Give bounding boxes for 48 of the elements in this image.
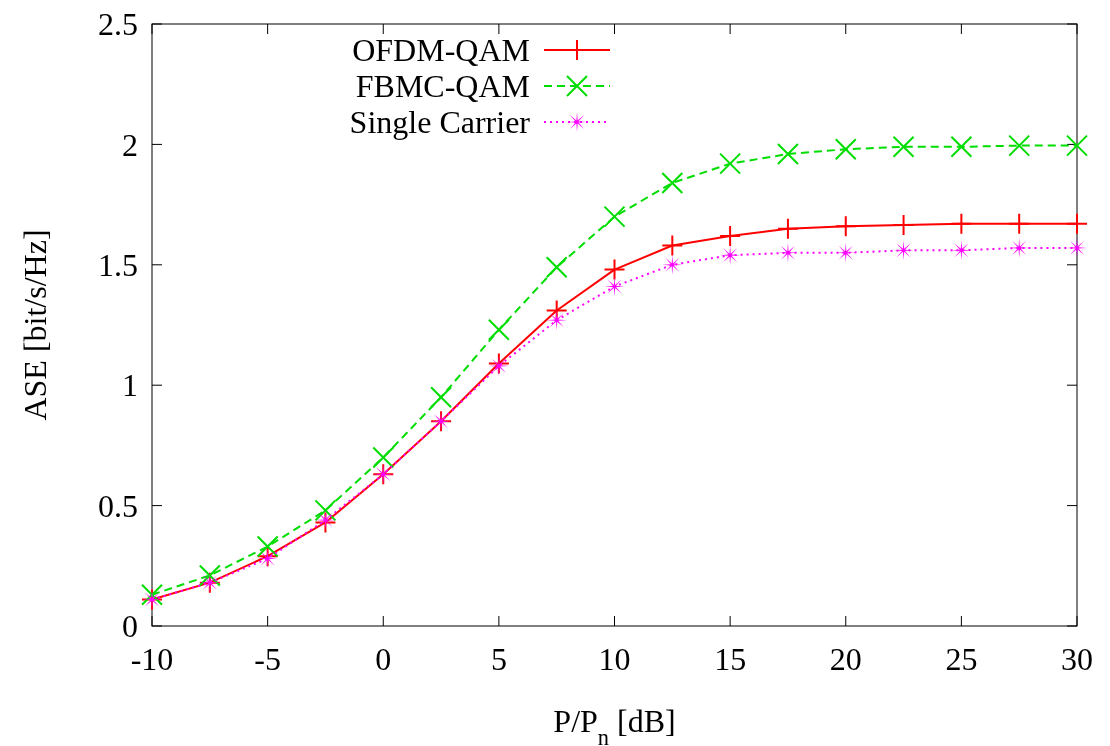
- point: [892, 135, 915, 158]
- x-tick-label: 0: [375, 641, 392, 677]
- point: [1066, 134, 1088, 157]
- x-tick-label: 15: [714, 641, 747, 677]
- point: [430, 386, 453, 409]
- point: [719, 224, 742, 247]
- x-tick-label: -5: [254, 641, 281, 677]
- legend-label: Single Carrier: [349, 104, 531, 141]
- point: [1066, 212, 1088, 235]
- point: [661, 171, 684, 194]
- point: [1008, 212, 1031, 235]
- point: [545, 256, 568, 279]
- point: [198, 564, 221, 587]
- point: [1008, 134, 1031, 157]
- y-tick-label: 2: [122, 126, 138, 163]
- y-axis-title: ASE [bit/s/Hz]: [17, 229, 53, 421]
- legend-label: FBMC-QAM: [355, 68, 530, 105]
- x-tick-label: 25: [945, 641, 978, 677]
- y-tick-label: 2.5: [98, 6, 138, 43]
- point: [603, 258, 626, 281]
- x-tick-label: 5: [490, 641, 507, 677]
- y-tick-label: 1: [122, 367, 138, 404]
- point: [776, 143, 799, 166]
- point: [314, 499, 337, 522]
- point: [950, 135, 973, 158]
- point: [951, 240, 972, 261]
- legend-label: OFDM-QAM: [352, 32, 530, 69]
- point: [661, 234, 684, 257]
- point: [950, 212, 973, 235]
- y-tick-label: 0.5: [98, 487, 138, 524]
- point: [603, 205, 626, 228]
- point: [604, 276, 625, 297]
- point: [776, 217, 799, 240]
- point: [892, 214, 915, 237]
- x-tick-label: 20: [829, 641, 862, 677]
- y-tick-label: 1.5: [98, 247, 138, 283]
- point: [545, 299, 568, 322]
- x-tick-label: 30: [1061, 641, 1093, 677]
- point: [719, 152, 742, 175]
- point: [372, 446, 395, 469]
- x-tick-label: 10: [598, 641, 631, 677]
- point: [834, 138, 857, 161]
- point: [141, 583, 163, 606]
- point: [256, 535, 279, 558]
- point: [893, 240, 914, 261]
- x-axis-title: P/P$_{n}$ [dB]: [553, 703, 676, 746]
- point: [834, 215, 857, 238]
- point: [487, 318, 510, 341]
